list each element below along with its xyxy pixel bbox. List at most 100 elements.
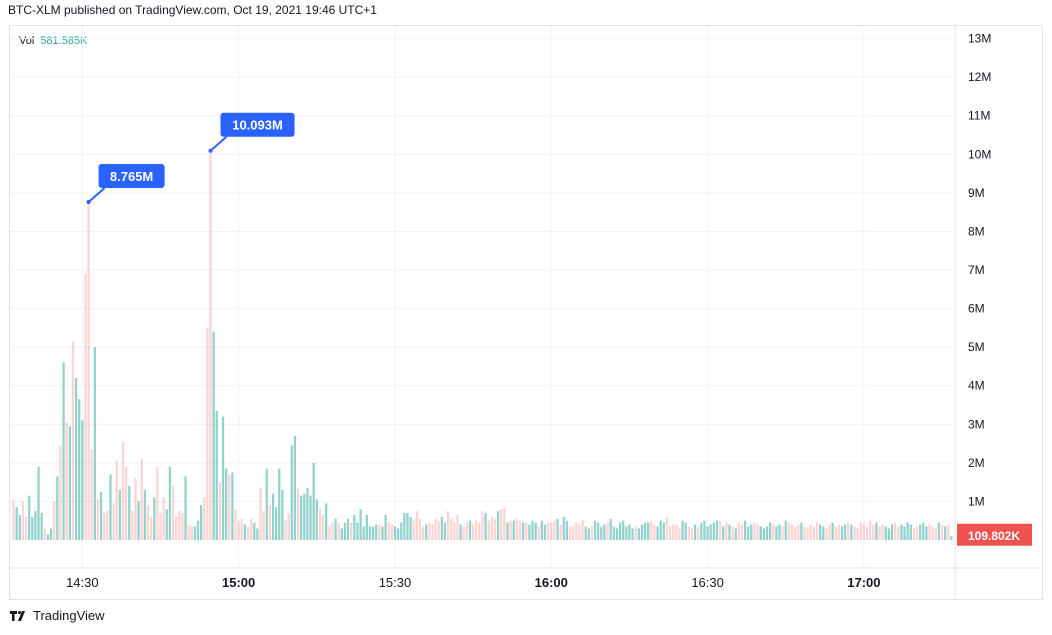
- x-tick-label: 14:30: [66, 575, 99, 590]
- volume-bar: [406, 513, 409, 540]
- volume-bar: [525, 522, 528, 540]
- y-tick-label: 10M: [968, 147, 991, 161]
- volume-bar: [715, 520, 719, 540]
- volume-bar: [306, 487, 309, 540]
- volume-bar: [159, 513, 162, 540]
- volume-bar: [790, 524, 794, 540]
- volume-bar: [390, 524, 393, 540]
- volume-bar: [243, 524, 247, 540]
- y-tick-label: 8M: [968, 224, 985, 238]
- volume-bar: [506, 522, 509, 540]
- volume-bar: [759, 526, 762, 540]
- volume-bar: [509, 520, 512, 540]
- volume-bar: [149, 516, 153, 540]
- tradingview-wordmark: TradingView: [33, 608, 105, 623]
- volume-bar: [687, 526, 690, 540]
- volume-bar: [850, 524, 853, 540]
- volume-bar: [321, 514, 325, 540]
- volume-bar: [175, 516, 178, 540]
- volume-bar: [906, 522, 909, 540]
- volume-bar: [765, 526, 769, 540]
- footer-brand[interactable]: TradingView: [10, 608, 105, 623]
- volume-bar: [115, 460, 118, 540]
- volume-bar: [462, 526, 465, 540]
- volume-bar: [421, 526, 425, 540]
- volume-bar: [712, 522, 715, 540]
- volume-bar: [762, 528, 765, 540]
- volume-bar: [240, 518, 243, 540]
- x-tick-label: 16:30: [691, 575, 724, 590]
- volume-bar: [756, 524, 759, 540]
- volume-bar: [359, 509, 362, 540]
- volume-bar: [625, 526, 628, 540]
- callout-pointer: [87, 187, 106, 203]
- volume-bar: [534, 522, 537, 540]
- volume-bar: [318, 509, 322, 540]
- volume-bar: [643, 522, 647, 540]
- volume-bar: [99, 491, 103, 540]
- volume-bar: [675, 524, 678, 540]
- volume-bar: [356, 522, 359, 540]
- volume-bar: [937, 522, 941, 540]
- volume-bar: [565, 520, 569, 540]
- volume-bar: [403, 513, 406, 540]
- volume-bar: [781, 526, 784, 540]
- volume-bar: [825, 528, 828, 540]
- volume-bar: [49, 528, 53, 540]
- volume-bar: [237, 520, 240, 540]
- volume-bar: [622, 520, 625, 540]
- volume-bar: [350, 522, 353, 540]
- volume-bar: [65, 422, 68, 540]
- volume-bar: [528, 524, 531, 540]
- volume-bar: [840, 526, 844, 540]
- volume-bar: [887, 528, 891, 540]
- volume-bar: [400, 522, 403, 540]
- volume-bar: [869, 520, 872, 540]
- volume-bar: [828, 524, 831, 540]
- volume-bar: [46, 534, 50, 540]
- volume-bar: [128, 486, 131, 540]
- volume-bar: [778, 524, 781, 540]
- volume-bar: [21, 501, 25, 540]
- volume-bar: [181, 513, 184, 540]
- volume-bar: [590, 526, 594, 540]
- volume-bar: [103, 513, 106, 540]
- volume-bar: [581, 520, 584, 540]
- volume-bar: [309, 495, 312, 540]
- volume-bar: [15, 507, 18, 540]
- volume-bar: [647, 522, 650, 540]
- volume-bar: [465, 522, 468, 540]
- volume-bar: [928, 524, 931, 540]
- volume-bar: [819, 524, 822, 540]
- volume-bar: [209, 150, 212, 540]
- volume-bar: [43, 528, 46, 540]
- volume-bar: [225, 468, 228, 540]
- volume-bar: [118, 489, 121, 540]
- volume-bar: [203, 497, 206, 540]
- volume-bar: [187, 524, 190, 540]
- volume-bar: [859, 522, 862, 540]
- volume-bar: [221, 416, 225, 540]
- volume-bar: [281, 489, 284, 540]
- volume-bar: [768, 522, 772, 540]
- volume-bar: [950, 535, 953, 540]
- volume-bar: [250, 518, 253, 540]
- volume-chart[interactable]: 1M 2M 3M 4M 5M 6M 7M 8M 9M 10M 11M 12M 13M 14:30 15:00…: [0, 0, 1052, 600]
- volume-bar: [803, 526, 806, 540]
- volume-bar: [153, 497, 156, 540]
- volume-bar: [634, 526, 637, 540]
- volume-bar: [190, 526, 193, 540]
- volume-bar: [234, 509, 237, 540]
- volume-bar: [731, 526, 734, 540]
- y-tick-label: 7M: [968, 263, 985, 277]
- volume-bar: [34, 511, 37, 540]
- volume-bar: [837, 524, 841, 540]
- volume-bar: [831, 522, 834, 540]
- volume-bar: [484, 513, 487, 540]
- volume-bar: [246, 526, 250, 540]
- volume-bar: [600, 526, 603, 540]
- volume-bar: [543, 524, 547, 540]
- volume-bar: [412, 520, 415, 540]
- volume-bar: [487, 520, 490, 540]
- volume-bar: [456, 514, 459, 540]
